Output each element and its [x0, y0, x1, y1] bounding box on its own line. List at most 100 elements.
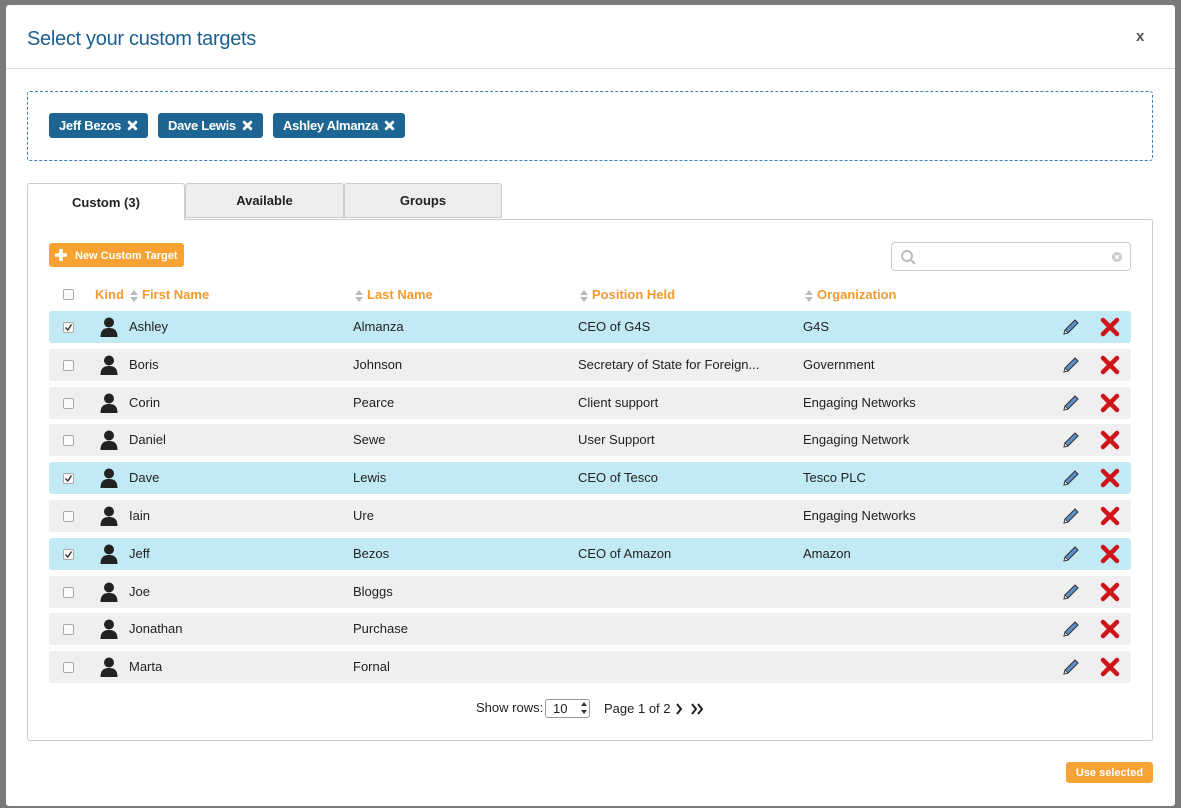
remove-icon[interactable] [242, 120, 253, 131]
cell-last: Bloggs [353, 583, 393, 599]
use-selected-button[interactable]: Use selected [1066, 762, 1153, 783]
row-checkbox[interactable] [63, 511, 74, 522]
rows-select[interactable] [545, 699, 590, 718]
cell-first: Daniel [129, 432, 166, 448]
person-icon [100, 506, 118, 531]
column-header[interactable]: Organization [817, 287, 897, 302]
remove-icon[interactable] [127, 120, 138, 131]
table-row[interactable] [49, 424, 1131, 457]
delete-icon[interactable] [1100, 430, 1120, 455]
cell-position: Client support [578, 394, 659, 410]
cell-position: User Support [578, 432, 655, 448]
table-row[interactable] [49, 386, 1131, 419]
cell-first: Ashley [129, 319, 169, 334]
sort-icon[interactable] [580, 289, 588, 307]
dialog-title: Select your custom targets [27, 28, 256, 50]
cell-last: Almanza [353, 319, 404, 334]
column-header[interactable]: Position Held [592, 287, 676, 302]
tab[interactable]: Available [185, 183, 344, 218]
row-checkbox[interactable] [63, 548, 74, 560]
table-row[interactable] [49, 311, 1131, 343]
edit-icon[interactable] [1061, 544, 1081, 569]
sort-icon[interactable] [805, 289, 813, 307]
selected-tag[interactable]: Jeff Bezos [49, 113, 149, 138]
cell-organization: Tesco PLC [803, 470, 866, 486]
delete-icon[interactable] [1100, 657, 1120, 682]
last-page[interactable] [690, 702, 704, 720]
edit-icon[interactable] [1061, 619, 1081, 644]
column-header[interactable]: First Name [142, 287, 210, 302]
delete-icon[interactable] [1100, 393, 1120, 418]
cell-first: Joe [129, 583, 150, 599]
cell-last: Fornal [353, 659, 390, 675]
cell-last: Sewe [353, 432, 386, 448]
cell-first: Dave [129, 470, 160, 486]
table-row[interactable] [49, 348, 1131, 381]
tab[interactable]: Custom (3) [27, 183, 185, 220]
row-checkbox[interactable] [63, 662, 74, 674]
cell-last: Johnson [353, 356, 403, 372]
person-icon [100, 468, 118, 493]
row-checkbox[interactable] [63, 473, 74, 485]
delete-icon[interactable] [1100, 355, 1120, 380]
edit-icon[interactable] [1061, 355, 1081, 380]
cell-position: CEO of Tesco [578, 470, 658, 486]
page-info: Page 1 of 2 [604, 701, 671, 716]
table-row[interactable] [49, 575, 1131, 608]
edit-icon[interactable] [1061, 468, 1081, 493]
table-row[interactable] [49, 462, 1131, 495]
selected-tag[interactable]: Dave Lewis [158, 113, 263, 138]
delete-icon[interactable] [1100, 468, 1120, 493]
new-target-button[interactable] [49, 243, 184, 267]
row-checkbox[interactable] [63, 397, 74, 409]
selected-tag[interactable]: Ashley Almanza [273, 113, 406, 138]
row-checkbox[interactable] [63, 435, 74, 447]
sort-icon[interactable] [130, 289, 138, 307]
tab-panel [27, 219, 1153, 741]
divider [6, 68, 1175, 69]
table-row[interactable] [49, 537, 1131, 570]
rows-select-value: 10 [553, 701, 568, 716]
person-icon [100, 317, 118, 342]
edit-icon[interactable] [1061, 582, 1081, 607]
edit-icon[interactable] [1061, 430, 1081, 455]
person-icon [100, 582, 118, 607]
column-header[interactable]: Kind [95, 287, 124, 302]
cell-organization: Amazon [803, 545, 851, 561]
delete-icon[interactable] [1100, 506, 1120, 531]
new-target-label: New Custom Target [75, 250, 178, 262]
next-page[interactable] [675, 702, 683, 720]
row-checkbox[interactable] [63, 289, 74, 300]
search-box[interactable] [891, 242, 1131, 271]
row-checkbox[interactable] [63, 586, 74, 598]
delete-icon[interactable] [1100, 582, 1120, 607]
table-row[interactable] [49, 500, 1131, 532]
person-icon [100, 355, 118, 380]
table-row[interactable] [49, 613, 1131, 646]
cell-position: CEO of G4S [578, 319, 651, 334]
edit-icon[interactable] [1061, 393, 1081, 418]
dialog: Select your custom targets x Jeff Bezos D… [6, 5, 1175, 806]
delete-icon[interactable] [1100, 317, 1120, 342]
edit-icon[interactable] [1061, 506, 1081, 531]
close-button[interactable]: x [1136, 28, 1145, 45]
cell-organization: G4S [803, 319, 830, 334]
sort-icon[interactable] [355, 289, 363, 307]
tag-label: Dave Lewis [168, 118, 236, 133]
edit-icon[interactable] [1061, 317, 1081, 342]
row-checkbox[interactable] [63, 624, 74, 636]
remove-icon[interactable] [384, 120, 395, 131]
cell-first: Jeff [129, 545, 150, 561]
row-checkbox[interactable] [63, 359, 74, 371]
cell-last: Bezos [353, 545, 390, 561]
table-row[interactable] [49, 651, 1131, 684]
delete-icon[interactable] [1100, 544, 1120, 569]
edit-icon[interactable] [1061, 657, 1081, 682]
person-icon [100, 619, 118, 644]
delete-icon[interactable] [1100, 619, 1120, 644]
row-checkbox[interactable] [63, 322, 74, 333]
person-icon [100, 393, 118, 418]
tab[interactable]: Groups [344, 183, 502, 218]
column-header[interactable]: Last Name [367, 287, 433, 302]
